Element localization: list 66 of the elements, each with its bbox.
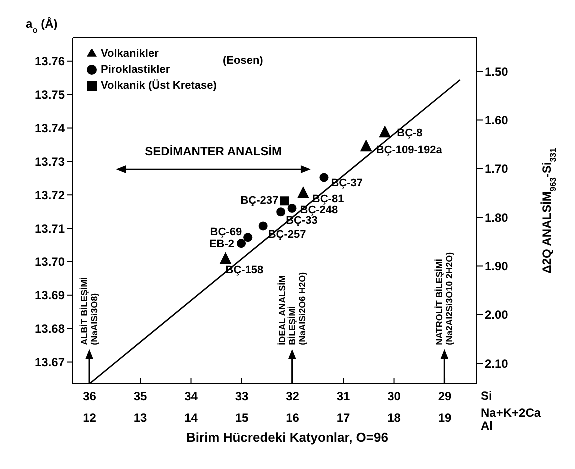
x2-tick-label: 12 <box>83 411 97 425</box>
y2-tick-label: 1.60 <box>485 114 509 128</box>
y-tick-label: 13.74 <box>34 122 66 136</box>
y-tick-label: 13.73 <box>34 154 66 169</box>
data-label: BÇ-158 <box>226 264 264 276</box>
y-tick-label: 13.68 <box>34 322 66 336</box>
y2-tick-label: 1.80 <box>485 210 509 225</box>
annotation: SEDİMANTER ANALSİM <box>145 144 282 158</box>
x-tick-label: 31 <box>336 390 351 404</box>
point <box>244 233 253 242</box>
data-label: EB-2 <box>209 238 235 251</box>
data-label: BÇ-237 <box>240 195 279 208</box>
point <box>258 222 268 231</box>
annotation: İDEAL ANALSİM BİLEŞİMİ (NaAlSi2O6 H2O) <box>277 272 308 346</box>
data-label: BÇ-257 <box>268 229 306 242</box>
y-tick-label: 13.69 <box>34 288 66 303</box>
y2-tick-label: 1.70 <box>485 162 509 176</box>
data-label: BÇ-69 <box>210 226 242 239</box>
annotation: (Eosen) <box>223 55 264 67</box>
legend-label: Piroklastikler <box>101 64 170 76</box>
data-label: BÇ-33 <box>286 215 318 228</box>
y-tick-label: 13.71 <box>34 222 66 236</box>
y-tick-label: 13.76 <box>34 54 66 69</box>
x-tick-label: 34 <box>184 390 198 404</box>
data-label: BÇ-8 <box>397 128 423 140</box>
point <box>280 196 290 206</box>
x-tick-label: 36 <box>83 390 97 404</box>
x-tick-label: 33 <box>235 390 250 404</box>
x-tick-label: 30 <box>388 390 402 404</box>
x2-tick-label: 19 <box>438 411 452 425</box>
x2-tick-label: 13 <box>134 411 148 425</box>
x-tick-label: 32 <box>286 390 300 404</box>
x2-tick-label: 17 <box>336 411 351 425</box>
legend-label: Volkanik (Üst Kretase) <box>101 80 217 92</box>
point <box>220 252 232 264</box>
y2-tick-label: 2.00 <box>485 308 509 322</box>
data-label: BÇ-109-192a <box>376 144 444 157</box>
x-tick-label: 29 <box>438 390 452 404</box>
point <box>237 239 246 248</box>
legend-label: Volkanikler <box>101 48 159 60</box>
annotation: NATROLİT BİLEŞİMİ (Na2Al2Si3O10 2H2O) <box>434 252 455 346</box>
y-tick-label: 13.70 <box>34 255 66 270</box>
y-tick-label: 13.75 <box>34 88 66 102</box>
y2-tick-label: 2.10 <box>485 356 509 371</box>
point <box>379 126 392 138</box>
y2-tick-label: 1.90 <box>485 259 509 274</box>
text: Al <box>481 419 493 433</box>
text: Na+K+2Ca <box>481 406 542 420</box>
point <box>360 140 372 152</box>
x-axis-title: Birim Hücredeki Katyonlar, O=96 <box>186 430 388 445</box>
point <box>297 186 310 198</box>
y-axis-title: a$_{o}$ (Å) <box>26 17 58 35</box>
y-tick-label: 13.67 <box>34 356 66 370</box>
point <box>288 204 297 213</box>
x2-tick-label: 18 <box>388 411 402 425</box>
y-tick-label: 13.72 <box>34 188 66 202</box>
text: Si <box>481 389 492 403</box>
x-tick-label: 35 <box>134 390 148 404</box>
x2-tick-label: 14 <box>184 411 198 425</box>
data-label: BÇ-248 <box>300 204 338 216</box>
x2-tick-label: 16 <box>286 411 300 425</box>
x2-tick-label: 15 <box>235 411 250 425</box>
point <box>276 208 286 217</box>
point <box>320 173 329 182</box>
annotation: ALBİT BİLEŞİMİ (NaAlSi3O8) <box>80 277 100 346</box>
y2-tick-label: 1.50 <box>485 64 509 79</box>
